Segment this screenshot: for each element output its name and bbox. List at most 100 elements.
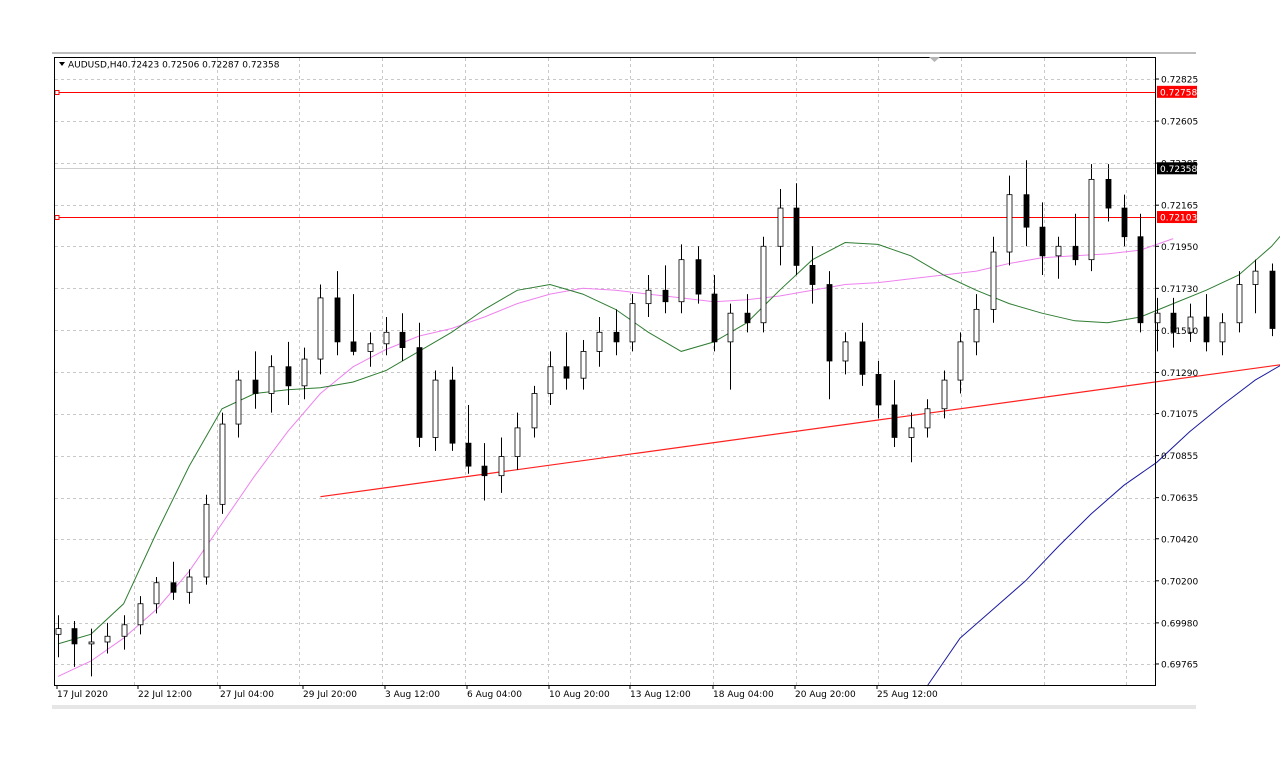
candle xyxy=(990,236,997,323)
candle xyxy=(760,236,767,333)
candle-body-bull xyxy=(1187,316,1194,333)
level-anchor-handle[interactable] xyxy=(54,90,60,95)
candle-body-bear xyxy=(662,289,669,303)
candle xyxy=(219,412,226,514)
candle xyxy=(859,322,866,386)
time-tick-label: 25 Aug 12:00 xyxy=(877,690,938,700)
candle-body-bull xyxy=(596,331,603,352)
candle-body-bull xyxy=(1055,245,1062,257)
candle-body-bull xyxy=(235,379,242,425)
candle xyxy=(645,274,652,318)
price-tick-label: 0.72165 xyxy=(1161,202,1198,212)
candle-body-bull xyxy=(301,358,308,387)
price-tick-label: 0.71075 xyxy=(1161,410,1198,420)
candle-body-bull xyxy=(498,456,505,477)
candle-body-bear xyxy=(563,366,570,379)
candle xyxy=(777,188,784,266)
candle-body-bear xyxy=(71,628,78,645)
candle-body-bull xyxy=(1236,284,1243,324)
candle-body-bear xyxy=(1023,194,1030,228)
level-price-tag-bg xyxy=(1157,211,1197,224)
candle xyxy=(252,351,259,409)
candle xyxy=(678,244,685,314)
candle xyxy=(1269,263,1276,337)
time-tick-label: 29 Jul 20:00 xyxy=(303,690,357,700)
candle-body-bull xyxy=(580,351,587,379)
candle xyxy=(137,596,144,635)
time-tick-label: 3 Aug 12:00 xyxy=(385,690,440,700)
candle-body-bull xyxy=(219,423,226,505)
candle xyxy=(1252,259,1259,314)
price-tick-label: 0.70855 xyxy=(1161,452,1198,462)
candle xyxy=(1023,160,1030,247)
candle-body-bear xyxy=(252,379,259,394)
candle xyxy=(465,404,472,474)
time-axis[interactable]: 17 Jul 2020 22 Jul 12:00 27 Jul 04:00 29 Ju… xyxy=(56,685,938,700)
candle-body-bull xyxy=(268,366,275,394)
candle-body-bull xyxy=(727,312,734,343)
candle-body-bear xyxy=(465,442,472,467)
candle xyxy=(104,622,111,654)
candle xyxy=(88,628,95,677)
candle xyxy=(268,355,275,413)
candle-body-bear xyxy=(711,293,718,343)
candle-body-bull xyxy=(383,331,390,345)
candle-body-bull xyxy=(908,427,915,438)
candle-body-bear xyxy=(1203,316,1210,343)
candle xyxy=(285,341,292,405)
candle xyxy=(842,332,849,375)
time-tick-label: 18 Aug 04:00 xyxy=(713,690,774,700)
candle xyxy=(416,322,423,448)
candle-body-bull xyxy=(957,341,964,381)
candle-body-bear xyxy=(1170,312,1177,333)
candle xyxy=(55,615,62,658)
candle xyxy=(170,561,177,600)
candle xyxy=(1105,164,1112,222)
price-tick-label: 0.70420 xyxy=(1161,535,1198,545)
candle xyxy=(498,437,505,493)
price-tick-label: 0.71730 xyxy=(1161,285,1198,295)
candle-body-bull xyxy=(137,603,144,626)
candle xyxy=(1055,236,1062,279)
current-price-tag: 0.72358 xyxy=(1160,165,1197,175)
candle xyxy=(71,620,78,667)
price-tick-label: 0.71290 xyxy=(1161,369,1198,379)
candle xyxy=(744,294,751,333)
level-price-tag-bg xyxy=(1157,85,1197,98)
chart-shift-marker-icon[interactable] xyxy=(929,57,940,62)
price-tick-label: 0.69980 xyxy=(1161,619,1198,629)
candle xyxy=(235,370,242,438)
candle-body-bull xyxy=(153,582,160,605)
horizontal-levels[interactable] xyxy=(54,90,1155,220)
plot-frame xyxy=(54,57,1156,686)
candle-body-bull xyxy=(55,628,62,635)
candle-body-bull xyxy=(990,251,997,310)
candle xyxy=(613,309,620,356)
candle xyxy=(1187,303,1194,342)
candle-body-bull xyxy=(924,408,931,429)
chart-header: AUDUSD,H4 0.72423 0.72506 0.72287 0.7235… xyxy=(59,61,280,71)
candle xyxy=(891,380,898,448)
symbol-menu-icon[interactable] xyxy=(59,62,65,66)
time-tick-label: 27 Jul 04:00 xyxy=(220,690,274,700)
candle-body-bear xyxy=(613,331,620,343)
candle-body-bear xyxy=(793,207,800,266)
candle xyxy=(629,294,636,352)
price-tick-label: 0.69765 xyxy=(1161,660,1198,670)
price-tags: 0.72758 0.72103 0.72358 xyxy=(55,85,1197,224)
candle xyxy=(1121,194,1128,247)
trendline-group[interactable] xyxy=(320,258,1280,498)
price-tick-label: 0.72605 xyxy=(1161,118,1198,128)
time-tick-label: 6 Aug 04:00 xyxy=(467,690,522,700)
candle-body-bull xyxy=(842,341,849,362)
candle-body-bull xyxy=(432,379,439,438)
candle-body-bear xyxy=(744,312,751,324)
candle xyxy=(317,284,324,375)
candle-body-bear xyxy=(285,366,292,387)
candle-body-bull xyxy=(203,503,210,578)
ascending-trendline[interactable] xyxy=(320,258,1280,498)
ma-blue-line xyxy=(926,365,1280,687)
level-anchor-handle[interactable] xyxy=(54,215,60,220)
